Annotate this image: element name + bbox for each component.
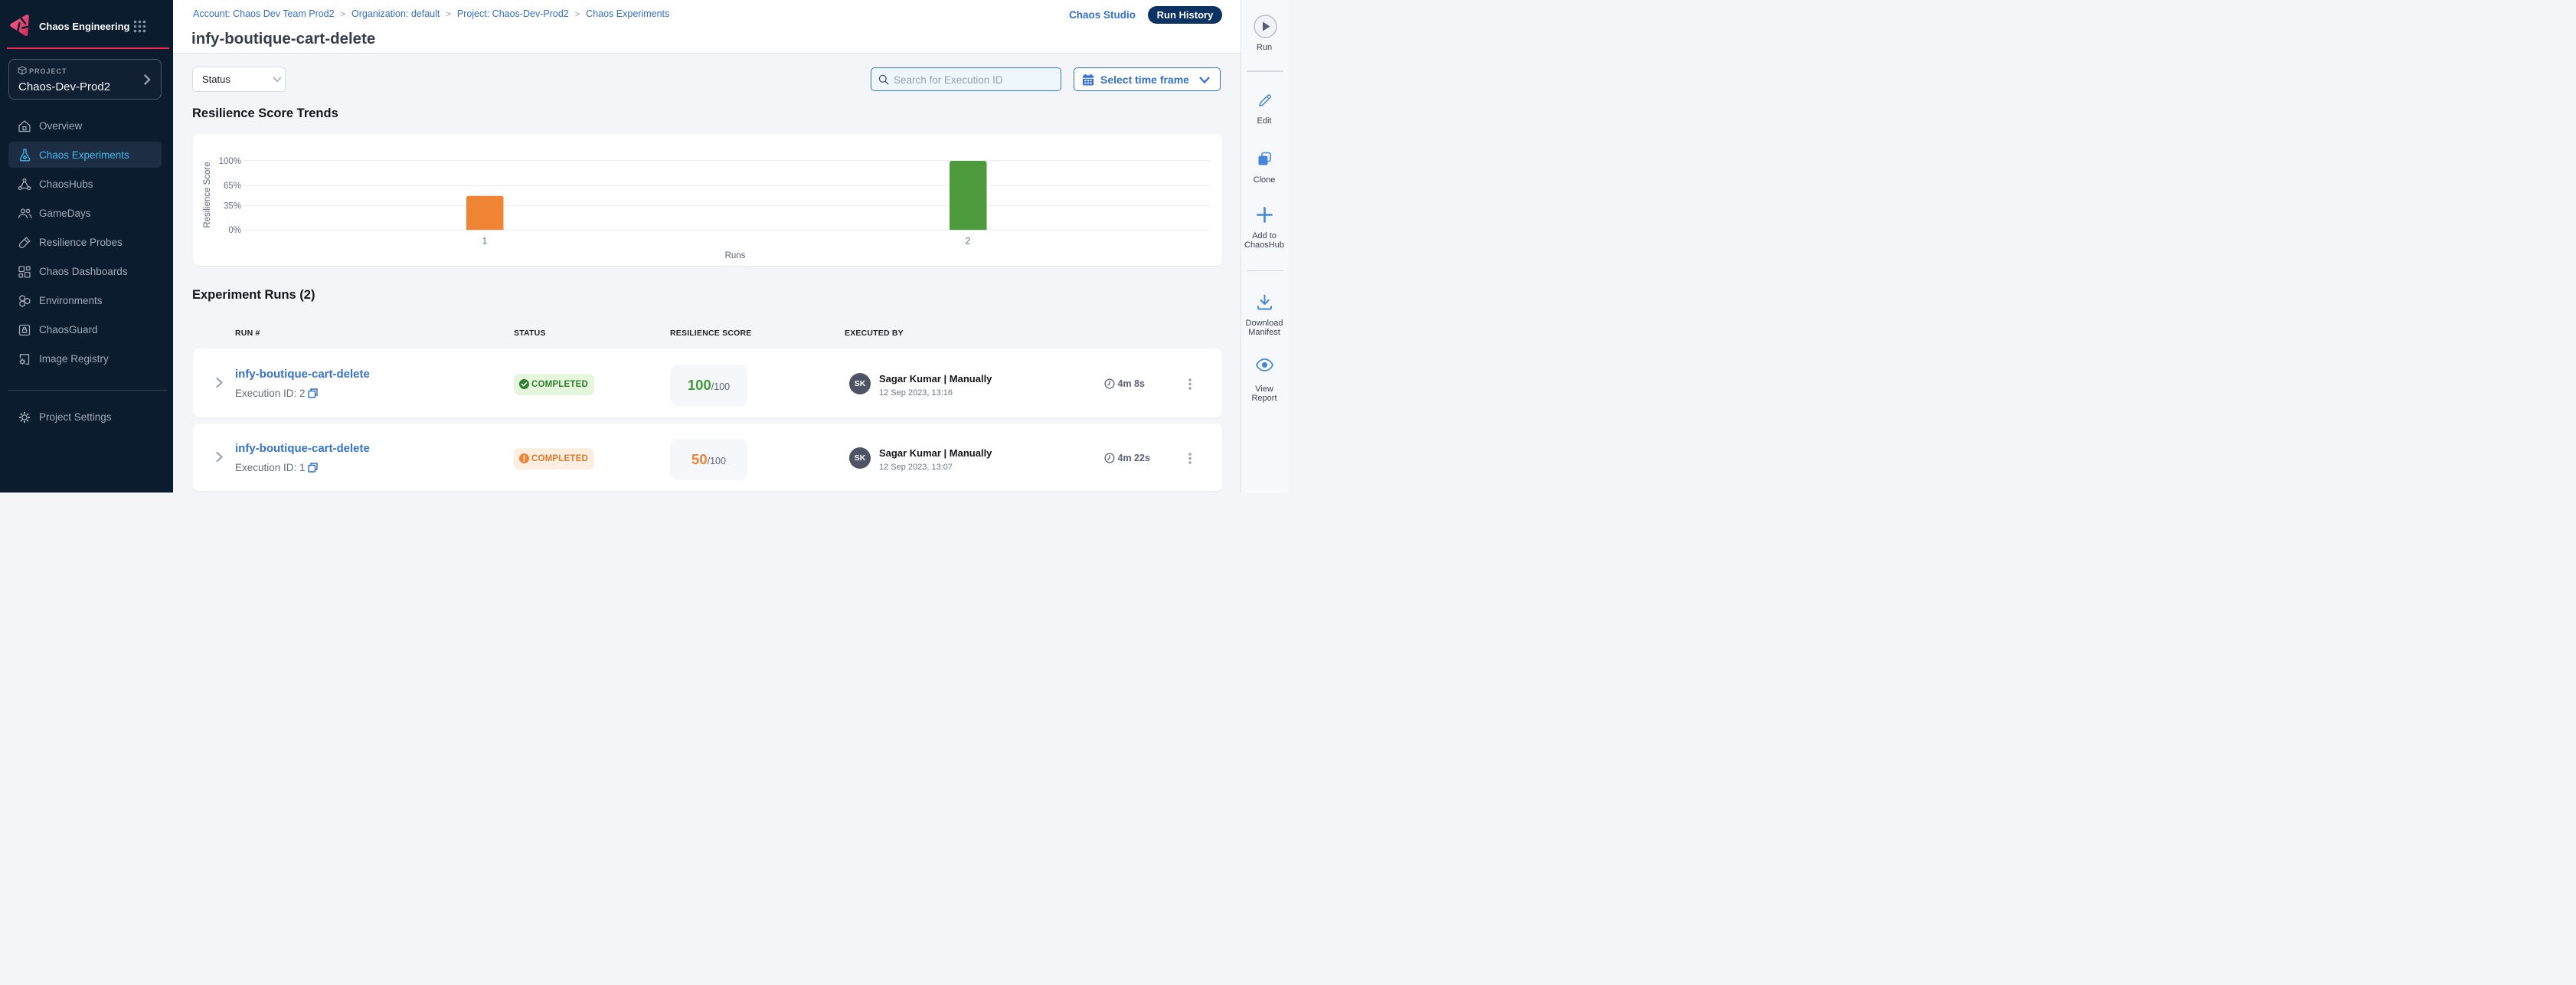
- svg-text:100%: 100%: [219, 157, 241, 166]
- svg-text:Resilience Score: Resilience Score: [203, 162, 212, 227]
- svg-text:0%: 0%: [228, 226, 241, 235]
- svg-text:35%: 35%: [224, 201, 241, 211]
- svg-text:65%: 65%: [224, 182, 241, 191]
- svg-text:Runs: Runs: [725, 251, 746, 260]
- svg-text:1: 1: [482, 237, 487, 247]
- svg-text:2: 2: [966, 237, 970, 247]
